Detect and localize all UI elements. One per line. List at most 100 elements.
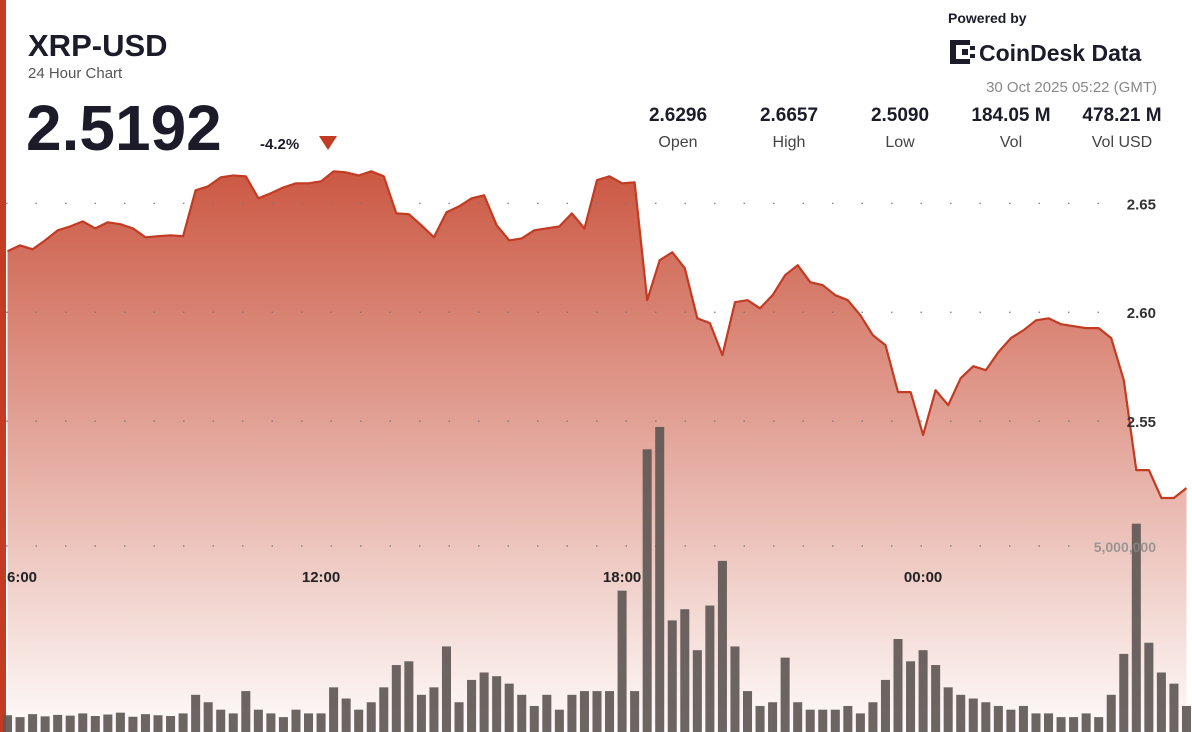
- volume-bar: [542, 694, 552, 732]
- volume-bar: [266, 713, 276, 732]
- volume-bar: [40, 716, 50, 732]
- volume-bar: [1044, 713, 1054, 732]
- stat-label: Vol USD: [1092, 134, 1152, 151]
- volume-bar: [391, 665, 401, 732]
- volume-bar: [968, 698, 978, 732]
- volume-bar: [366, 702, 376, 732]
- volume-bar: [630, 691, 640, 732]
- price: 2.5192: [26, 92, 222, 164]
- volume-bar: [454, 702, 464, 732]
- volume-bar: [1181, 705, 1192, 732]
- volume-bar: [278, 717, 288, 732]
- stat-label: High: [773, 134, 806, 151]
- timestamp: 30 Oct 2025 05:22 (GMT): [986, 79, 1157, 96]
- powered-by: Powered by: [948, 10, 1027, 26]
- accent-bar: [0, 0, 6, 732]
- stat-label: Low: [885, 134, 915, 151]
- volume-bar: [868, 702, 878, 732]
- volume-bar: [467, 679, 477, 732]
- volume-bar: [416, 694, 426, 732]
- volume-bar: [329, 687, 339, 732]
- volume-bar: [567, 694, 577, 732]
- volume-bar: [1156, 672, 1166, 732]
- volume-bar: [65, 715, 75, 732]
- volume-bar: [843, 705, 853, 732]
- volume-bar: [1031, 713, 1041, 732]
- x-tick-label: 12:00: [302, 569, 340, 586]
- volume-bar: [906, 661, 916, 732]
- volume-bar: [504, 683, 514, 732]
- x-tick-label: 6:00: [7, 569, 37, 586]
- volume-bar: [943, 687, 953, 732]
- volume-bar: [1056, 717, 1066, 732]
- y-tick-label: 2.55: [1127, 414, 1156, 431]
- volume-bar: [605, 691, 615, 732]
- volume-bar: [918, 650, 928, 732]
- volume-bar: [830, 709, 840, 732]
- volume-bar: [216, 709, 226, 732]
- volume-bar: [140, 714, 150, 732]
- volume-bar: [529, 705, 539, 732]
- volume-bar: [1119, 653, 1129, 732]
- volume-bar: [517, 694, 527, 732]
- volume-bar: [291, 709, 301, 732]
- stat-value: 2.6296: [649, 105, 707, 126]
- price-line: [7, 170, 1188, 500]
- x-tick-label: 18:00: [603, 569, 641, 586]
- volume-bar: [1131, 523, 1141, 732]
- volume-bar: [617, 590, 627, 732]
- volume-bar: [1144, 642, 1154, 732]
- volume-bar: [981, 702, 991, 732]
- volume-bar: [304, 713, 314, 732]
- volume-bar: [755, 705, 765, 732]
- x-tick-label: 00:00: [904, 569, 942, 586]
- volume-bar: [1006, 709, 1016, 732]
- change: -4.2%: [260, 136, 299, 153]
- volume-bar: [191, 694, 201, 732]
- volume-bar: [768, 702, 778, 732]
- volume-bar: [1106, 694, 1116, 732]
- stats: 2.6296 Open 2.6657 High 2.5090 Low 184.05 M Vol…: [649, 105, 1162, 151]
- volume-bar: [15, 717, 25, 732]
- stat-value: 184.05 M: [971, 105, 1050, 126]
- volume-bar: [492, 676, 502, 732]
- volume-bar: [115, 712, 125, 732]
- volume-bar: [2, 715, 13, 732]
- title: XRP-USD: [28, 28, 168, 63]
- volume-bar: [128, 716, 138, 732]
- volume-bar: [103, 714, 113, 732]
- y-tick-label: 2.60: [1127, 305, 1156, 322]
- price-area: [7, 171, 1187, 732]
- stat-value: 2.6657: [760, 105, 818, 126]
- volume-bar: [717, 560, 727, 732]
- volume-bar: [429, 687, 439, 732]
- volume-bar: [78, 713, 88, 732]
- volume-bar: [780, 657, 790, 732]
- volume-bar: [153, 715, 163, 732]
- stat-value: 2.5090: [871, 105, 929, 126]
- volume-bar: [554, 709, 564, 732]
- volume-bar: [228, 713, 238, 732]
- y-tick-label: 2.65: [1127, 196, 1156, 213]
- volume-bar: [241, 691, 251, 732]
- volume-bar: [818, 709, 828, 732]
- volume-bar: [53, 714, 63, 732]
- stat-label: Open: [658, 134, 697, 151]
- volume-bar: [931, 665, 941, 732]
- volume-bar: [993, 705, 1003, 732]
- subtitle: 24 Hour Chart: [28, 65, 123, 82]
- volume-bar: [893, 639, 903, 732]
- volume-bar: [793, 702, 803, 732]
- volume-bar: [203, 702, 213, 732]
- volume-bar: [404, 661, 414, 732]
- volume-bar: [479, 672, 489, 732]
- volume-bar: [166, 716, 176, 732]
- volume-bar: [1018, 705, 1028, 732]
- volume-bar: [178, 713, 188, 732]
- volume-bar: [579, 691, 589, 732]
- volume-bar: [642, 449, 652, 732]
- volume-bar: [316, 713, 326, 732]
- volume-bar: [341, 698, 351, 732]
- volume-bar: [680, 609, 690, 732]
